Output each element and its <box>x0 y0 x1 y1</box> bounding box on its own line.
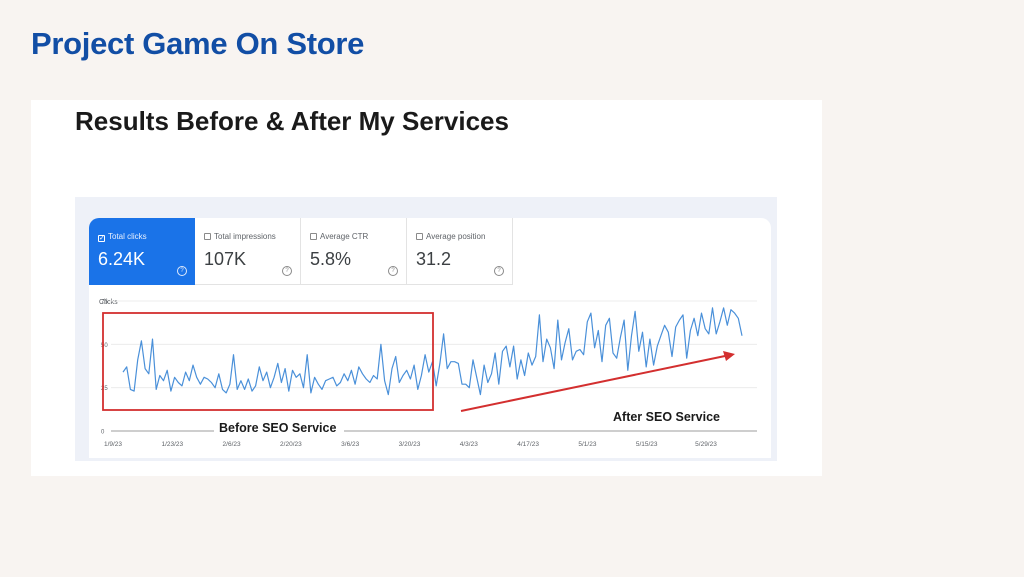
checkbox-checked-icon[interactable]: ✓ <box>98 235 105 242</box>
checkbox-icon[interactable] <box>204 233 211 240</box>
metric-total-clicks[interactable]: ✓ Total clicks 6.24K ? <box>89 218 195 285</box>
x-tick-label: 4/17/23 <box>517 441 539 448</box>
x-tick-label: 5/15/23 <box>636 441 658 448</box>
x-tick-label: 2/20/23 <box>280 441 302 448</box>
x-tick-label: 1/23/23 <box>161 441 183 448</box>
x-tick-label: 5/1/23 <box>578 441 596 448</box>
metric-value: 31.2 <box>416 249 452 269</box>
metric-average-position[interactable]: Average position 31.2 ? <box>407 218 513 285</box>
before-annotation-label: Before SEO Service <box>219 421 336 435</box>
metric-tabs: ✓ Total clicks 6.24K ? Total impressions … <box>89 218 529 285</box>
checkbox-icon[interactable] <box>416 233 423 240</box>
y-tick-label: 0 <box>101 430 105 436</box>
search-console-screenshot: ✓ Total clicks 6.24K ? Total impressions … <box>75 197 777 461</box>
help-icon[interactable]: ? <box>494 266 504 276</box>
checkbox-icon[interactable] <box>310 233 317 240</box>
x-tick-label: 3/20/23 <box>399 441 421 448</box>
arrow-head-icon <box>723 351 735 361</box>
after-arrow-line <box>460 355 726 412</box>
help-icon[interactable]: ? <box>282 266 292 276</box>
help-icon[interactable]: ? <box>388 266 398 276</box>
panel-heading: Results Before & After My Services <box>75 106 509 136</box>
clicks-line-chart: Clicks 0 25 50 75 1/9/23 1/23/23 2/6/23 2/20/23 3… <box>99 299 757 448</box>
metric-total-impressions[interactable]: Total impressions 107K ? <box>195 218 301 285</box>
metric-label: Total clicks <box>108 232 147 241</box>
before-annotation-box <box>102 312 434 411</box>
x-tick-label: 4/3/23 <box>460 441 478 448</box>
performance-card: ✓ Total clicks 6.24K ? Total impressions … <box>89 218 771 458</box>
metric-value: 5.8% <box>310 249 352 269</box>
x-tick-label: 2/6/23 <box>223 441 241 448</box>
y-tick-label: 25 <box>101 386 108 392</box>
y-tick-label: 75 <box>101 300 108 306</box>
metric-label: Total impressions <box>214 232 276 241</box>
help-icon[interactable]: ? <box>177 266 187 276</box>
x-tick-label: 3/6/23 <box>341 441 359 448</box>
before-label-bg <box>214 419 344 435</box>
y-axis-label: Clicks <box>99 299 118 306</box>
page-title: Project Game On Store <box>31 26 365 61</box>
metric-average-ctr[interactable]: Average CTR 5.8% ? <box>301 218 407 285</box>
after-annotation-label: After SEO Service <box>613 410 720 424</box>
metric-label: Average position <box>426 232 486 241</box>
y-tick-label: 50 <box>101 343 108 349</box>
x-tick-label: 5/29/23 <box>695 441 717 448</box>
metric-value: 107K <box>204 249 247 269</box>
metric-value: 6.24K <box>98 249 146 269</box>
metric-label: Average CTR <box>320 232 369 241</box>
x-tick-label: 1/9/23 <box>104 441 122 448</box>
content-panel: Results Before & After My Services ✓ Tota… <box>31 100 822 476</box>
